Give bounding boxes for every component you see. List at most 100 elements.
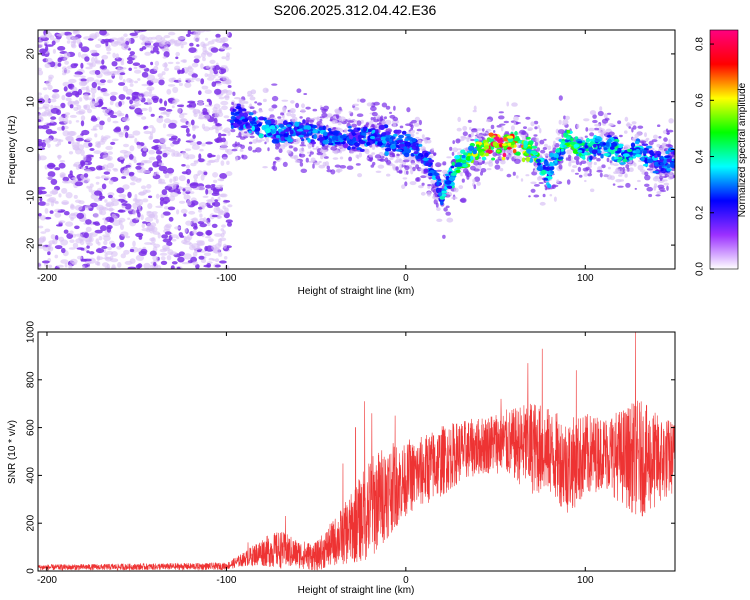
noise-blob [172,140,180,145]
noise-blob [80,46,90,53]
noise-blob [120,231,129,237]
noise-blob [110,141,116,145]
halo-blob [265,88,269,92]
ridge-blob [413,151,419,155]
halo-blob [330,146,338,151]
noise-blob [45,202,50,206]
noise-blob [209,59,216,64]
halo-blob [586,173,593,177]
ridge-blob [506,135,514,139]
halo-blob [568,161,572,167]
halo-blob [299,162,304,167]
halo-blob [589,110,597,116]
noise-blob [88,142,93,148]
halo-blob [514,158,521,164]
noise-blob [203,171,208,176]
halo-blob [299,147,305,154]
noise-blob [172,176,177,183]
noise-blob [57,46,66,51]
ridge-blob [294,121,300,127]
halo-blob [301,103,305,108]
halo-blob [499,123,506,126]
halo-blob [540,149,546,154]
noise-blob [58,116,64,122]
halo-blob [580,160,587,164]
halo-blob [413,122,420,127]
noise-blob [77,144,85,151]
noise-blob [226,160,230,165]
noise-blob [222,205,226,210]
noise-blob [72,242,79,249]
noise-blob [177,36,186,40]
noise-blob [200,41,206,48]
noise-blob [163,35,171,39]
ridge-blob [381,132,387,136]
halo-blob [599,172,603,178]
noise-blob [91,81,98,89]
halo-blob [486,119,491,123]
noise-blob [198,111,204,117]
ridge-blob [492,141,498,147]
noise-blob [46,176,54,180]
halo-blob [339,165,347,169]
noise-blob [89,183,94,188]
noise-blob [189,138,196,142]
noise-blob [110,37,118,41]
noise-blob [201,142,206,147]
noise-blob [74,181,84,187]
ridge-blob [664,155,671,159]
halo-blob [446,156,452,159]
halo-blob [566,179,571,185]
halo-blob [339,156,344,160]
noise-blob [221,137,227,143]
ridge-blob [232,108,237,112]
ridge-blob [466,150,473,154]
noise-blob [225,171,233,177]
noise-blob [212,172,219,178]
noise-blob [82,155,87,162]
noise-blob [55,143,59,147]
halo-blob [286,112,292,117]
noise-blob [69,230,74,235]
noise-blob [152,139,161,144]
noise-blob [64,121,69,124]
ridge-blob [594,139,601,143]
halo-blob [239,148,244,152]
noise-blob [167,39,175,45]
ridge-blob [584,145,589,149]
ridge-blob [454,155,461,160]
halo-blob [666,130,670,135]
noise-blob [213,70,218,75]
noise-blob [97,86,101,91]
noise-blob [38,113,47,117]
halo-blob [637,164,644,171]
ridge-blob [318,126,323,131]
halo-blob [637,125,644,129]
noise-blob [73,30,78,34]
noise-blob [107,151,113,155]
noise-blob [38,186,46,190]
noise-blob [159,199,164,206]
spectrogram-y-label: Frequency (Hz) [7,116,18,185]
noise-blob [90,117,98,122]
noise-blob [85,137,93,142]
noise-blob [145,216,154,222]
noise-blob [155,205,164,208]
noise-blob [103,248,107,254]
ridge-blob [370,135,376,140]
ridge-blob [450,172,457,176]
noise-blob [160,213,165,219]
noise-blob [43,99,51,103]
halo-blob [436,218,443,222]
noise-blob [75,111,85,115]
noise-blob [134,137,138,144]
halo-blob [648,140,654,146]
ridge-blob [589,155,593,161]
noise-blob [143,160,153,164]
ridge-blob [513,137,521,142]
ridge-blob [417,155,421,159]
noise-blob [70,203,74,209]
noise-blob [90,128,98,131]
halo-blob [636,131,643,136]
noise-blob [223,200,231,203]
